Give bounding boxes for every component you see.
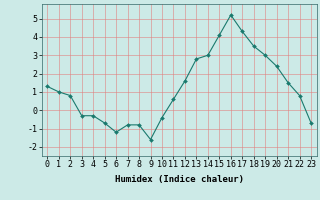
X-axis label: Humidex (Indice chaleur): Humidex (Indice chaleur) [115,175,244,184]
